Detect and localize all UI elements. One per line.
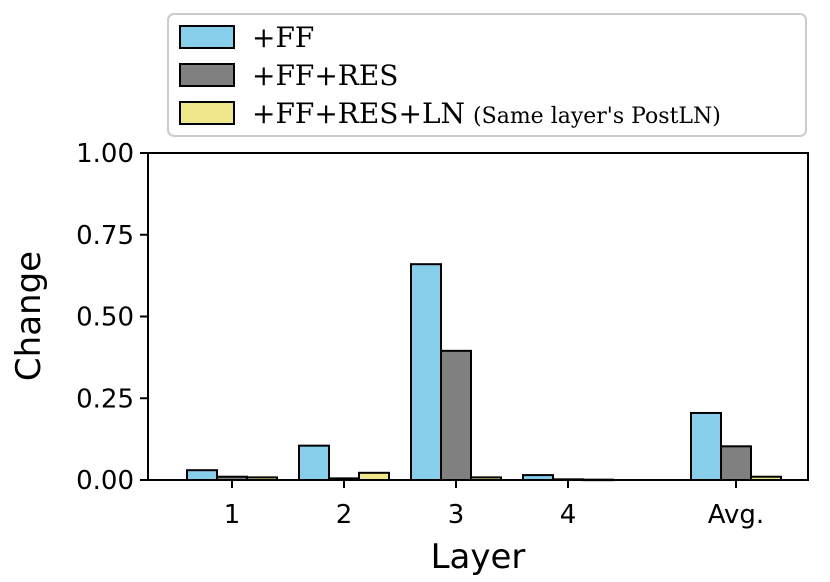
legend-label: +FF [252,21,314,54]
y-tick-label: 0.00 [76,466,134,496]
bars [186,263,782,482]
bar [186,469,218,482]
y-axis-title: Change [9,251,49,381]
y-tick-label: 0.75 [76,221,134,251]
bar [410,263,442,481]
legend-note: (Same layer's PostLN) [473,104,721,129]
x-tick-label: Avg. [708,500,764,530]
y-tick-label: 0.50 [76,303,134,333]
y-axis: 0.00 0.25 0.50 0.75 1.00 [76,139,148,496]
plot-frame [147,152,809,481]
legend: +FF+FF+RES+FF+RES+LN (Same layer's PostLN… [167,13,807,137]
x-axis: 1 2 3 4 Avg. [224,480,764,530]
x-axis-title: Layer [431,537,526,577]
y-tick-label: 0.25 [76,384,134,414]
legend-swatch [179,101,235,125]
bar [358,471,390,481]
legend-box [167,13,807,137]
x-tick-label: 3 [448,500,465,530]
x-tick-label: 2 [336,500,353,530]
x-tick-label: 1 [224,500,241,530]
bar [720,445,752,481]
legend-swatch [179,25,235,49]
bar [440,349,472,481]
legend-label: +FF+RES [252,59,398,92]
x-tick-label: 4 [560,500,577,530]
legend-swatch [179,63,235,87]
bar [298,444,330,482]
bar [690,411,722,481]
y-tick-label: 1.00 [76,139,134,169]
